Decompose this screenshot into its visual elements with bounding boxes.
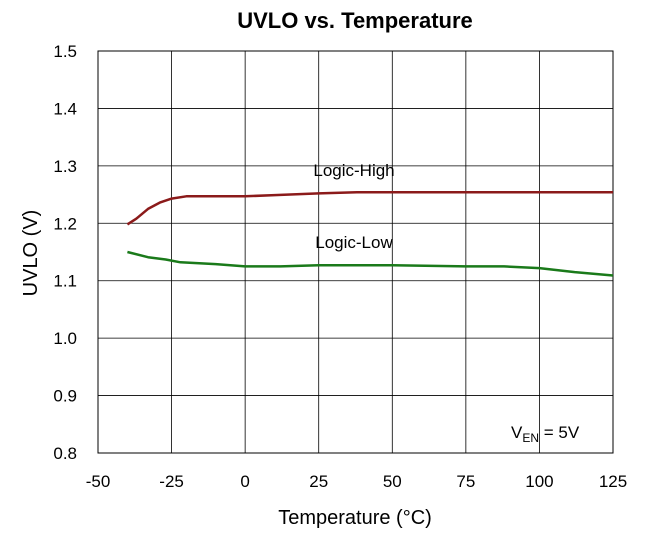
x-tick-label: 125 <box>599 472 627 491</box>
series-label-logic-low: Logic-Low <box>315 233 393 252</box>
x-tick-labels: -50 -25 0 25 50 75 100 125 <box>86 472 627 491</box>
series-line-logic-low <box>127 250 614 277</box>
condition-suffix: = 5V <box>539 423 580 442</box>
chart-title: UVLO vs. Temperature <box>237 8 473 33</box>
y-tick-label: 1.4 <box>53 99 77 118</box>
x-tick-label: -50 <box>86 472 111 491</box>
x-tick-label: 75 <box>456 472 475 491</box>
y-tick-label: 1.1 <box>53 272 77 291</box>
series-lines <box>126 191 614 277</box>
x-tick-label: -25 <box>159 472 184 491</box>
x-axis-label: Temperature (°C) <box>278 507 432 529</box>
x-tick-label: 50 <box>383 472 402 491</box>
series-line-logic-high <box>126 191 613 226</box>
y-tick-label: 1.3 <box>53 157 77 176</box>
condition-subscript: EN <box>522 431 539 445</box>
x-tick-label: 0 <box>240 472 249 491</box>
series-label-logic-high: Logic-High <box>313 161 394 180</box>
y-tick-labels: 0.8 0.9 1.0 1.1 1.2 1.3 1.4 1.5 <box>53 42 77 463</box>
y-tick-label: 1.2 <box>53 214 77 233</box>
condition-main: V <box>511 423 523 442</box>
x-tick-label: 25 <box>309 472 328 491</box>
y-tick-label: 1.5 <box>53 42 77 61</box>
y-tick-label: 0.9 <box>53 387 77 406</box>
y-tick-label: 0.8 <box>53 444 77 463</box>
y-axis-label: UVLO (V) <box>20 210 42 297</box>
y-tick-label: 1.0 <box>53 329 77 348</box>
condition-annotation: VEN = 5V <box>511 423 580 445</box>
x-tick-label: 100 <box>525 472 553 491</box>
grid-lines <box>98 51 613 453</box>
plot-area <box>97 50 614 454</box>
